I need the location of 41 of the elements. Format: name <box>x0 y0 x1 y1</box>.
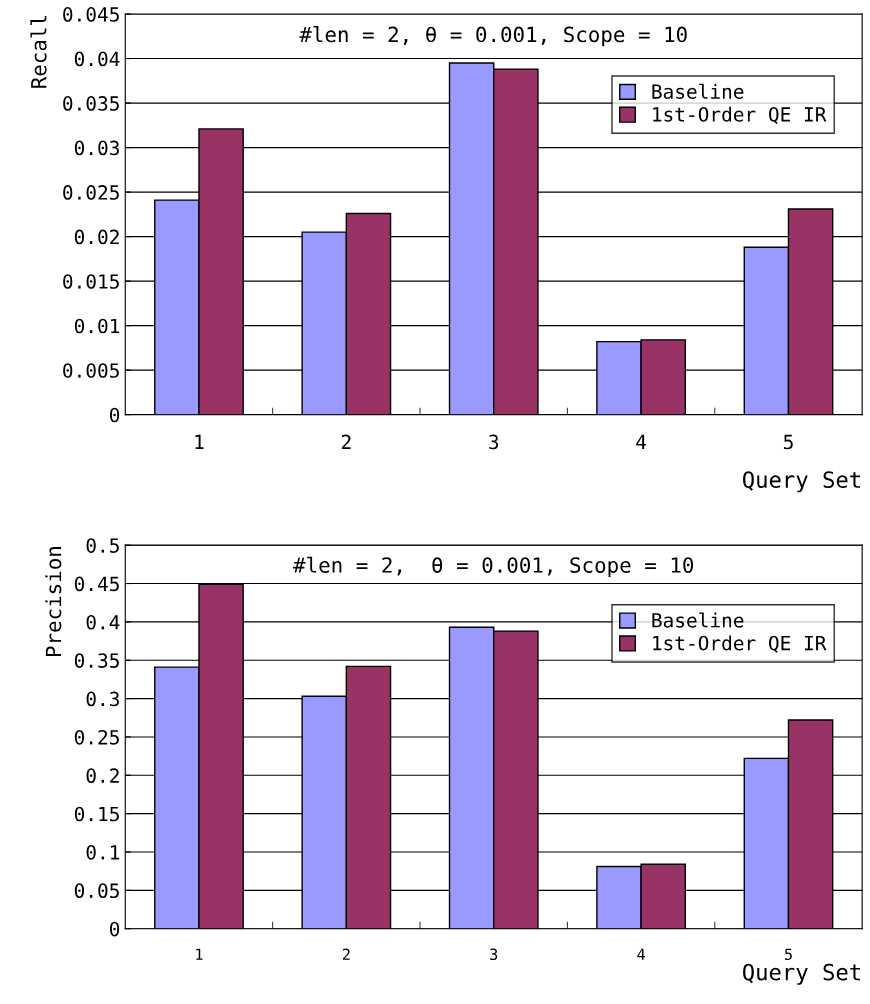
y-tick-label: 0.35 <box>74 653 119 668</box>
x-tick-label: 4 <box>636 434 647 449</box>
text: #len = 2, θ = 0.001, Scope = 10 <box>299 26 687 47</box>
y-tick-label: 0 <box>109 407 120 423</box>
y-tick-label: 0.4 <box>86 614 120 630</box>
y-tick-label: 0.45 <box>74 576 119 592</box>
legend-label: Baseline <box>652 83 744 99</box>
y-tick-label: 0.03 <box>74 140 119 156</box>
y-tick-label: 0.045 <box>63 7 119 22</box>
legend-label: 1st-Order QE IR <box>653 106 827 124</box>
x-axis-title: Query Set <box>743 471 860 493</box>
x-tick-label: 1 <box>196 948 203 960</box>
y-tick-label: 0.05 <box>74 883 119 899</box>
y-tick-label: 0.02 <box>74 229 119 245</box>
y-tick-label: 0.025 <box>63 185 119 200</box>
y-axis-title: Precision <box>45 547 62 657</box>
y-tick-label: 0.1 <box>86 845 120 860</box>
y-tick-label: 0.04 <box>74 51 120 67</box>
y-tick-label: 0.005 <box>63 363 119 378</box>
y-tick-label: 0.15 <box>74 806 119 822</box>
x-tick-label: 4 <box>637 948 645 960</box>
legend-label: 1st-Order QE IR <box>653 635 827 653</box>
y-tick-label: 0.035 <box>63 96 119 111</box>
y-tick-label: 0.25 <box>74 729 119 745</box>
y-tick-label: 0.01 <box>74 318 120 334</box>
x-tick-label: 2 <box>342 948 350 960</box>
y-tick-label: 0 <box>109 921 120 937</box>
y-tick-label: 0.2 <box>86 768 119 783</box>
y-tick-label: 0.015 <box>63 274 119 289</box>
legend-label: Baseline <box>652 612 744 628</box>
x-tick-label: 5 <box>784 948 792 961</box>
x-tick-label: 3 <box>489 434 499 450</box>
x-tick-label: 5 <box>783 434 793 450</box>
x-tick-label: 3 <box>490 948 498 961</box>
x-tick-label: 1 <box>195 434 204 449</box>
y-tick-label: 0.5 <box>86 538 119 553</box>
text: #len = 2, θ = 0.001, Scope = 10 <box>293 556 694 577</box>
y-axis-title: Recall <box>30 16 47 88</box>
y-tick-label: 0.3 <box>86 691 119 707</box>
x-tick-label: 2 <box>341 434 351 449</box>
x-axis-title: Query Set <box>743 963 860 985</box>
